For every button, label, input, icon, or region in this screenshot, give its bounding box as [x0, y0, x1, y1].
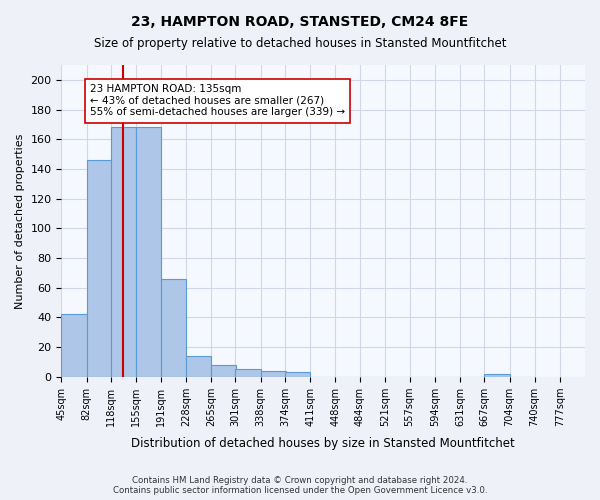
Bar	[111, 128, 136, 376]
Text: 23 HAMPTON ROAD: 135sqm
← 43% of detached houses are smaller (267)
55% of semi-d: 23 HAMPTON ROAD: 135sqm ← 43% of detache…	[90, 84, 345, 117]
Text: Size of property relative to detached houses in Stansted Mountfitchet: Size of property relative to detached ho…	[94, 38, 506, 51]
Bar	[61, 314, 86, 376]
Bar	[161, 278, 186, 376]
X-axis label: Distribution of detached houses by size in Stansted Mountfitchet: Distribution of detached houses by size …	[131, 437, 515, 450]
Text: 23, HAMPTON ROAD, STANSTED, CM24 8FE: 23, HAMPTON ROAD, STANSTED, CM24 8FE	[131, 15, 469, 29]
Bar	[186, 356, 211, 376]
Bar	[484, 374, 509, 376]
Bar	[235, 369, 260, 376]
Bar	[260, 370, 286, 376]
Bar	[211, 365, 236, 376]
Bar	[86, 160, 112, 376]
Bar	[136, 128, 161, 376]
Bar	[285, 372, 310, 376]
Text: Contains HM Land Registry data © Crown copyright and database right 2024.
Contai: Contains HM Land Registry data © Crown c…	[113, 476, 487, 495]
Y-axis label: Number of detached properties: Number of detached properties	[15, 133, 25, 308]
